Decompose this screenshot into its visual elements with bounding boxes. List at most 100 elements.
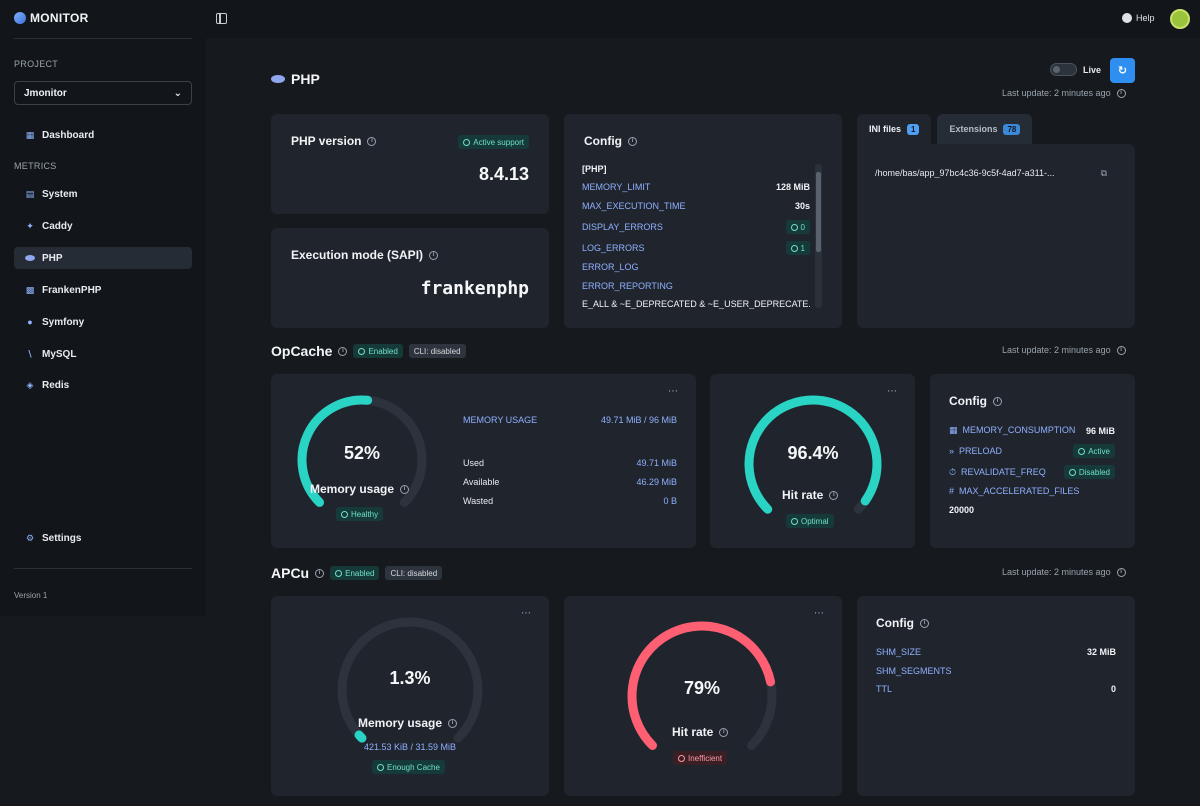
- ini-files-panel: /home/bas/app_97bc4c36-9c5f-4ad7-a311-..…: [857, 144, 1135, 328]
- frankenphp-icon: ▩: [25, 284, 35, 295]
- live-switch[interactable]: [1050, 63, 1077, 76]
- hash-icon: #: [949, 486, 955, 496]
- opcache-config-card: Config i ▦ MEMORY_CONSUMPTION 96 MiB » P…: [930, 374, 1135, 548]
- info-icon[interactable]: i: [1116, 567, 1126, 577]
- info-icon[interactable]: i: [338, 346, 348, 356]
- sidebar-item-frankenphp[interactable]: ▩ FrankenPHP: [14, 279, 192, 301]
- info-icon[interactable]: i: [1116, 345, 1126, 355]
- config-row: » PRELOAD Active: [949, 444, 1115, 458]
- status-badge: 1: [785, 241, 810, 255]
- config-value: 30s: [794, 201, 810, 211]
- memory-icon: ▦: [949, 425, 958, 435]
- config-value: 128 MiB: [775, 182, 810, 192]
- check-circle-icon: [341, 510, 348, 518]
- sidebar-item-settings[interactable]: ⚙ Settings: [14, 527, 192, 549]
- github-icon: [1122, 13, 1132, 23]
- more-options-icon[interactable]: ⋯: [887, 386, 898, 397]
- page-title: PHP: [271, 71, 320, 87]
- info-icon[interactable]: i: [429, 250, 439, 260]
- more-options-icon[interactable]: ⋯: [668, 386, 679, 397]
- config-key: MAX_EXECUTION_TIME: [582, 201, 686, 211]
- check-circle-icon: [463, 138, 471, 146]
- ini-tabs: INI files 1 Extensions 78: [857, 114, 1033, 144]
- app-logo[interactable]: MONITOR: [14, 11, 89, 25]
- opcache-memory-gauge: [297, 395, 427, 507]
- status-badge: Optimal: [786, 514, 834, 528]
- config-row: ERROR_REPORTING: [582, 281, 810, 291]
- config-key: SHM_SIZE: [876, 647, 922, 657]
- scrollbar[interactable]: [815, 164, 822, 308]
- live-label: Live: [1083, 64, 1102, 75]
- avatar[interactable]: [1170, 9, 1190, 29]
- help-label: Help: [1136, 13, 1155, 23]
- config-row: MEMORY_LIMIT 128 MiB: [582, 182, 810, 192]
- x-circle-icon: [678, 754, 685, 762]
- last-update-text: Last update: 2 minutes ago: [1002, 88, 1111, 98]
- card-title: PHP version i: [291, 134, 377, 148]
- config-value: 20000: [949, 505, 975, 515]
- gauge-label-text: Memory usage: [358, 716, 443, 730]
- check-circle-icon: [790, 223, 798, 231]
- info-icon[interactable]: i: [719, 727, 729, 737]
- more-options-icon[interactable]: ⋯: [521, 608, 532, 619]
- info-icon[interactable]: i: [1116, 88, 1126, 98]
- config-key: DISPLAY_ERRORS: [582, 222, 663, 232]
- config-value: 1: [800, 243, 805, 253]
- card-title: Config i: [584, 134, 637, 148]
- config-row: ERROR_LOG: [582, 262, 810, 272]
- card-title-text: PHP version: [291, 134, 362, 148]
- memory-used-row: Used 49.71 MiB: [463, 458, 677, 468]
- config-key: REVALIDATE_FREQ: [961, 466, 1046, 477]
- gauge-fill: [744, 395, 882, 514]
- cli-badge: CLI: disabled: [408, 344, 466, 358]
- copy-icon[interactable]: ⧉: [1100, 168, 1107, 178]
- stat-key: Wasted: [463, 496, 494, 506]
- chevron-down-icon: ⌄: [173, 87, 182, 99]
- config-row: E_ALL & ~E_DEPRECATED & ~E_USER_DEPRECAT…: [582, 299, 810, 309]
- tab-extensions[interactable]: Extensions 78: [937, 114, 1033, 144]
- sidebar-item-dashboard[interactable]: ▦ Dashboard: [14, 124, 192, 146]
- sidebar-item-label: Dashboard: [42, 129, 95, 141]
- mysql-icon: ∖: [26, 348, 34, 359]
- info-icon[interactable]: i: [829, 490, 839, 500]
- sidebar-item-caddy[interactable]: ✦ Caddy: [14, 215, 192, 237]
- sapi-value: frankenphp: [420, 278, 529, 299]
- info-icon[interactable]: i: [367, 136, 377, 146]
- tab-ini-files[interactable]: INI files 1: [857, 114, 932, 144]
- refresh-button[interactable]: ↻: [1110, 58, 1135, 83]
- stat-key: Used: [463, 458, 485, 468]
- gauge-fill: [354, 730, 367, 743]
- last-update: Last update: 2 minutes ago i: [1002, 88, 1126, 98]
- sidebar-item-php[interactable]: PHP: [14, 247, 192, 269]
- scrollbar-thumb[interactable]: [816, 172, 821, 252]
- help-link[interactable]: Help: [1122, 13, 1155, 23]
- php-version-card: PHP version i Active support 8.4.13: [271, 114, 549, 214]
- info-icon[interactable]: i: [400, 484, 410, 494]
- sidebar-item-label: MySQL: [42, 348, 77, 360]
- info-icon[interactable]: i: [628, 136, 637, 146]
- live-toggle[interactable]: Live: [1050, 63, 1101, 76]
- last-update-text: Last update: 2 minutes ago: [1002, 345, 1111, 355]
- section-title-text: OpCache: [271, 343, 333, 359]
- sidebar-toggle-icon[interactable]: [216, 13, 227, 24]
- sidebar-item-mysql[interactable]: ∖ MySQL: [14, 343, 192, 365]
- sidebar-item-redis[interactable]: ◈ Redis: [14, 374, 192, 396]
- symfony-icon: ●: [27, 317, 33, 327]
- config-key: MAX_ACCELERATED_FILES: [959, 486, 1080, 496]
- info-icon[interactable]: i: [993, 396, 1002, 406]
- stat-value: 49.71 MiB / 96 MiB: [600, 415, 677, 425]
- info-icon[interactable]: i: [920, 618, 929, 628]
- caddy-icon: ✦: [26, 220, 34, 231]
- sidebar-item-label: Caddy: [42, 220, 73, 232]
- config-key: SHM_SEGMENTS: [876, 666, 952, 676]
- project-select[interactable]: Jmonitor ⌄: [14, 81, 192, 105]
- divider: [14, 568, 192, 569]
- sidebar-item-system[interactable]: ▤ System: [14, 183, 192, 205]
- info-icon[interactable]: i: [448, 718, 458, 728]
- check-circle-icon: [335, 569, 343, 577]
- info-icon[interactable]: i: [315, 568, 325, 578]
- sidebar-item-symfony[interactable]: ● Symfony: [14, 311, 192, 333]
- php-icon: [271, 75, 285, 83]
- memory-available-row: Available 46.29 MiB: [463, 477, 677, 487]
- more-options-icon[interactable]: ⋯: [814, 608, 825, 619]
